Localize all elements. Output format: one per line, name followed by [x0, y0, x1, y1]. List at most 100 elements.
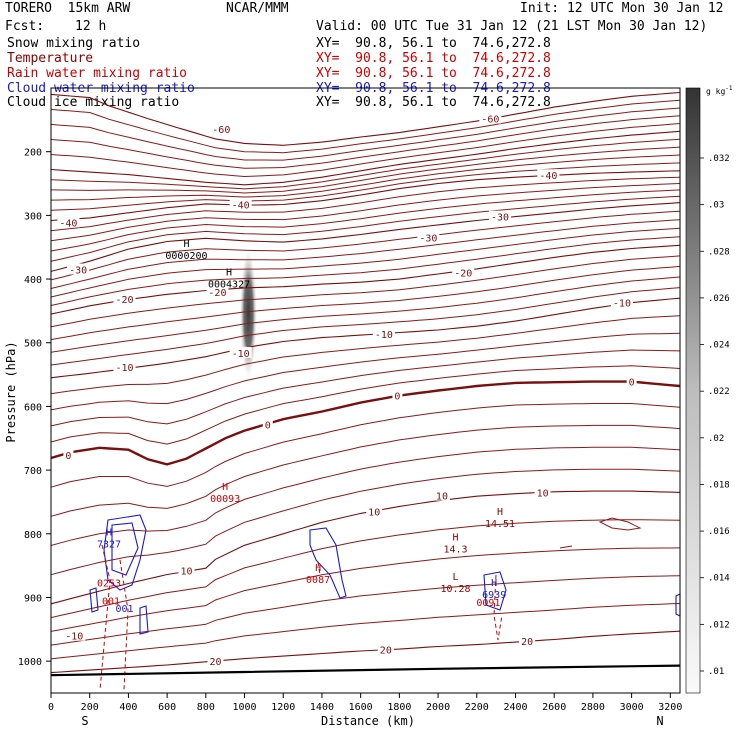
- field-name-snow: Snow mixing ratio: [7, 36, 141, 51]
- y-tick-label: 500: [24, 339, 42, 350]
- colorbar: [685, 87, 701, 694]
- isotherm-10: [50, 490, 681, 605]
- extremum-mark: H: [315, 563, 321, 574]
- extremum-value: 14.51: [485, 519, 515, 530]
- x-tick-label: 0: [48, 702, 54, 713]
- y-tick-label: 400: [24, 275, 42, 286]
- contour-label: 0: [394, 392, 400, 403]
- extremum-value: 0091: [476, 598, 500, 609]
- colorbar-tick-label: .016: [708, 527, 730, 537]
- isotherm: [50, 183, 681, 242]
- x-axis-title: Distance (km): [321, 714, 415, 728]
- contour-label: -10: [232, 349, 250, 360]
- extremum-value: 10.28: [440, 584, 470, 595]
- contour-label-bg: [489, 210, 512, 222]
- contour-label-bg: [372, 327, 395, 339]
- cloud-water-outline: [309, 527, 347, 599]
- plot-frame: [50, 87, 681, 694]
- contour-label-bg: [452, 266, 475, 278]
- contour-label-bg: [377, 643, 394, 655]
- extremum-mark: H: [497, 507, 503, 518]
- contour-label-bg: [63, 448, 74, 460]
- extremum-mark: L: [452, 572, 458, 583]
- isotherm: [50, 189, 681, 252]
- isotherm-20: [50, 630, 681, 674]
- contour-label: -40: [539, 171, 557, 182]
- contour-label: 10: [180, 567, 192, 578]
- x-tick-label: 2000: [426, 702, 450, 713]
- y-tick-label: 800: [24, 530, 42, 541]
- isotherm: [50, 547, 681, 632]
- contour-label: -20: [116, 295, 134, 306]
- y-axis-title: Pressure (hPa): [4, 341, 18, 442]
- extremum-value: 6939: [482, 590, 506, 601]
- y-tick-label: 1000: [18, 657, 42, 668]
- contour-label-bg: [366, 505, 383, 517]
- cloud-water-outline: [111, 522, 139, 576]
- extremum-value: 0000200: [165, 251, 207, 262]
- colorbar-tick-label: .01: [708, 667, 724, 677]
- isotherm: [50, 519, 681, 619]
- contour-label: 10: [368, 508, 380, 519]
- extrema-labels: H0000200H0004327H00093H14.3H14.51L10.28H…: [97, 239, 515, 615]
- center-label: NCAR/MMM: [226, 1, 289, 16]
- x-tick-label: 1800: [387, 702, 411, 713]
- contour-label: 10: [436, 492, 448, 503]
- isotherm: [50, 195, 681, 262]
- contour-label-bg: [262, 418, 273, 430]
- y-tick-label: 200: [24, 148, 42, 159]
- colorbar-tick-label: .02: [708, 434, 724, 444]
- contour-label-bg: [113, 360, 136, 372]
- x-tick-label: 1200: [271, 702, 295, 713]
- contour-label-bg: [229, 346, 252, 358]
- cloud-water-outline: [89, 587, 99, 613]
- extremum-value: 001: [116, 604, 134, 615]
- contour-labels: -60 -60 -40 -40 -40 -30 -30 -30 -20 -20 -20 -10 -10 -…: [57, 112, 637, 668]
- contour-label-bg: [57, 216, 80, 228]
- isotherm: [50, 403, 681, 488]
- isotherm: [50, 468, 681, 576]
- extremum-value: 00093: [210, 494, 240, 505]
- isotherm: [50, 265, 681, 341]
- isotherm--20: [50, 244, 681, 315]
- field-name-rain: Rain water mixing ratio: [7, 66, 188, 81]
- cloud-rain-contours: [89, 514, 681, 691]
- isotherm-cell: [559, 545, 573, 549]
- contour-label-bg: [207, 655, 224, 667]
- x-axis: 0 200 400 600 800 1000 1200 1400 1600 1800 2000 220…: [48, 693, 682, 713]
- colorbar-unit: g kg-1: [706, 85, 733, 96]
- north-label: N: [656, 714, 663, 728]
- contour-label: -10: [613, 299, 631, 310]
- contour-label-bg: [210, 122, 233, 134]
- isotherm: [50, 227, 681, 298]
- isotherm: [50, 236, 681, 306]
- x-tick-label: 800: [197, 702, 215, 713]
- isotherm: [50, 99, 681, 154]
- contour-label-bg: [537, 169, 560, 181]
- colorbar-tick-label: .024: [708, 341, 730, 351]
- x-tick-label: 2200: [465, 702, 489, 713]
- isotherm: [50, 365, 681, 445]
- contour-label: -10: [116, 363, 134, 374]
- colorbar-tick-label: .022: [708, 387, 730, 397]
- colorbar-tick-label: .018: [708, 480, 730, 490]
- isotherm: [50, 332, 681, 411]
- extremum-value: 0087: [306, 575, 330, 586]
- x-tick-label: 1600: [349, 702, 373, 713]
- init-time: Init: 12 UTC Mon 30 Jan 12: [520, 1, 724, 16]
- contour-label-bg: [67, 263, 90, 275]
- contour-label: -10: [65, 632, 83, 643]
- y-tick-label: 300: [24, 211, 42, 222]
- extremum-mark: H: [183, 239, 189, 250]
- cloud-water-outline: [675, 593, 681, 617]
- isotherm: [50, 287, 681, 366]
- isotherm-cell: [598, 517, 642, 531]
- isotherm: [50, 219, 681, 289]
- isotherm: [50, 176, 681, 232]
- isotherm: [50, 603, 681, 660]
- extremum-mark: H: [226, 267, 232, 278]
- contour-label: 0: [65, 451, 71, 462]
- contour-label-bg: [113, 292, 136, 304]
- terrain-line: [50, 664, 681, 677]
- colorbar-tick-label: .012: [708, 620, 730, 630]
